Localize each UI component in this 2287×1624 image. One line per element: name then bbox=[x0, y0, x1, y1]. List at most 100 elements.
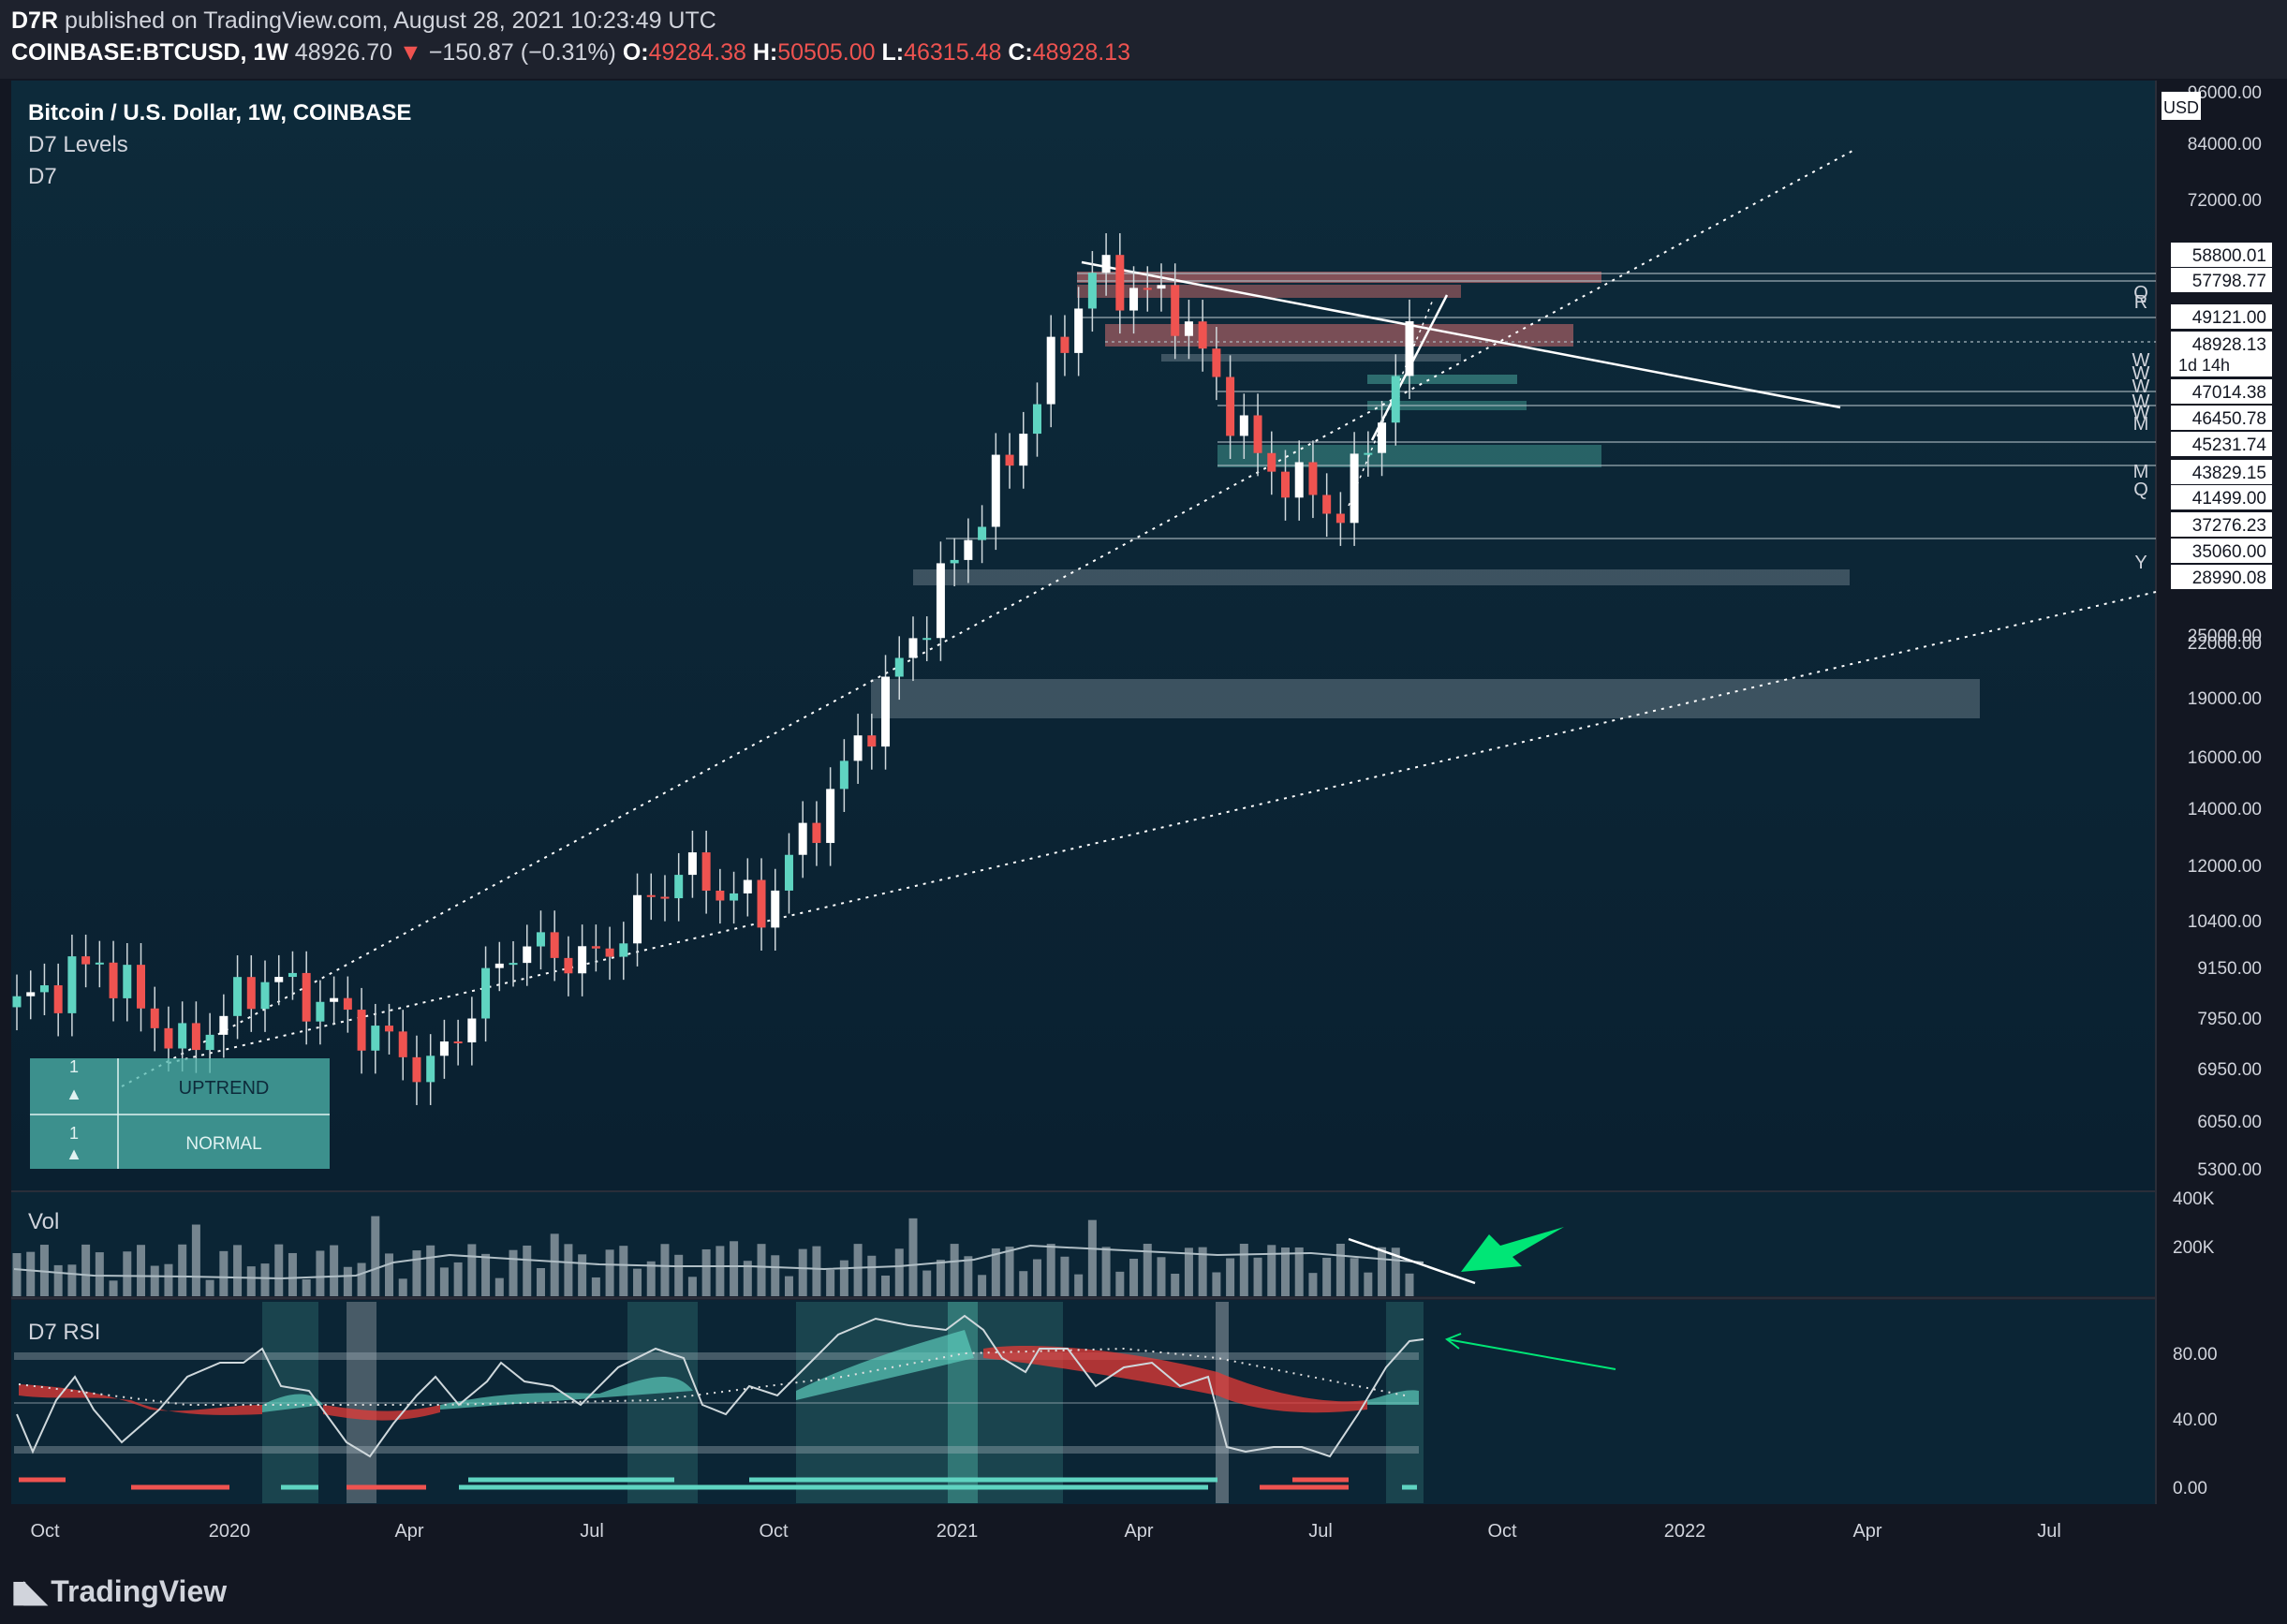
volume-bar bbox=[564, 1244, 573, 1296]
volume-bar bbox=[812, 1246, 821, 1296]
candle-body bbox=[302, 972, 311, 1022]
currency-label[interactable]: USD bbox=[2163, 98, 2199, 117]
volume-bar bbox=[950, 1244, 959, 1296]
rsi-arrow-annotation bbox=[1446, 1338, 1616, 1370]
volume-bar bbox=[426, 1245, 435, 1296]
time-scale[interactable] bbox=[11, 1504, 2276, 1555]
candle-body bbox=[191, 1023, 200, 1051]
open-label: O: bbox=[622, 39, 649, 66]
rsi-label[interactable]: D7 RSI bbox=[28, 1320, 100, 1345]
volume-bar bbox=[1378, 1247, 1387, 1296]
volume-bar bbox=[1239, 1244, 1248, 1296]
price-scale[interactable] bbox=[2156, 81, 2276, 1504]
publish-header: D7R published on TradingView.com, August… bbox=[0, 0, 2287, 79]
price-change: −150.87 (−0.31%) bbox=[428, 39, 616, 66]
volume-bar bbox=[1101, 1247, 1111, 1296]
price-pane[interactable] bbox=[11, 81, 2156, 1191]
open-value: 49284.38 bbox=[648, 39, 746, 66]
candle-body bbox=[178, 1023, 187, 1049]
time-tick: Apr bbox=[1124, 1521, 1153, 1542]
time-tick: Oct bbox=[759, 1521, 789, 1542]
volume-bar bbox=[619, 1246, 628, 1296]
candle-body bbox=[357, 1010, 366, 1051]
candle-body bbox=[453, 1041, 463, 1044]
volume-bar bbox=[674, 1254, 684, 1296]
candle-body bbox=[964, 539, 973, 560]
volume-bar bbox=[1129, 1259, 1139, 1296]
level-tag: 49121.00 bbox=[2171, 304, 2272, 329]
candle-body bbox=[701, 852, 711, 891]
volume-bar bbox=[853, 1244, 863, 1296]
level-tags: 58800.01 57798.77 49121.00 48928.13 47014.38… bbox=[2171, 243, 2272, 589]
time-tick: Apr bbox=[394, 1521, 423, 1542]
price-tick: 12000.00 bbox=[2188, 857, 2262, 877]
volume-bar bbox=[123, 1251, 132, 1296]
svg-text:41499.00: 41499.00 bbox=[2192, 489, 2266, 509]
volume-bar bbox=[1157, 1257, 1166, 1296]
candle-body bbox=[150, 1008, 159, 1028]
candle-body bbox=[716, 890, 725, 901]
candle-body bbox=[233, 977, 243, 1016]
volume-bar bbox=[1032, 1259, 1041, 1296]
candle-body bbox=[743, 879, 752, 893]
symbol-label: COINBASE:BTCUSD, 1W bbox=[11, 39, 288, 66]
volume-bar bbox=[357, 1262, 366, 1296]
volume-bar bbox=[178, 1244, 187, 1296]
time-tick: 2021 bbox=[937, 1521, 979, 1542]
level-tag: 45231.74 bbox=[2171, 432, 2272, 456]
volume-bar bbox=[439, 1267, 449, 1296]
volume-bar bbox=[1005, 1247, 1014, 1296]
author-name[interactable]: D7R bbox=[11, 7, 59, 34]
price-tick: 25000.00 bbox=[2188, 627, 2262, 646]
price-tick: 72000.00 bbox=[2188, 191, 2262, 211]
price-tick: 6050.00 bbox=[2197, 1113, 2262, 1132]
candle-body bbox=[39, 985, 49, 993]
tradingview-logo[interactable]: ▮◣ TradingView bbox=[11, 1573, 227, 1609]
rsi-pane[interactable] bbox=[11, 1300, 2156, 1504]
candles bbox=[12, 233, 1414, 1105]
candle-body bbox=[109, 962, 118, 998]
candle-body bbox=[771, 890, 780, 928]
rsi-line bbox=[16, 1314, 1424, 1458]
rsi-tick-0: 0.00 bbox=[2173, 1479, 2207, 1499]
candle-body bbox=[1171, 285, 1180, 336]
svg-text:35060.00: 35060.00 bbox=[2192, 542, 2266, 562]
volume-pane[interactable] bbox=[11, 1191, 2156, 1296]
volume-bar bbox=[330, 1245, 339, 1296]
chart-canvas[interactable]: 1 ▲ UPTREND 1 ▲ NORMAL Bitcoin / U.S. Do… bbox=[11, 81, 2276, 1555]
time-tick: Apr bbox=[1852, 1521, 1881, 1542]
svg-text:58800.01: 58800.01 bbox=[2192, 246, 2266, 266]
candle-body bbox=[1350, 453, 1359, 524]
volume-bar bbox=[743, 1261, 752, 1296]
volume-bars bbox=[12, 1216, 1414, 1296]
svg-text:46450.78: 46450.78 bbox=[2192, 409, 2266, 429]
candle-body bbox=[674, 875, 684, 899]
volume-bar bbox=[784, 1276, 793, 1296]
volume-bar bbox=[1143, 1244, 1152, 1296]
volume-bar bbox=[730, 1241, 739, 1296]
level-tag: 35060.00 bbox=[2171, 539, 2272, 563]
volume-label[interactable]: Vol bbox=[28, 1209, 59, 1234]
indicator-levels-label[interactable]: D7 Levels bbox=[28, 132, 128, 157]
level-lines bbox=[946, 273, 2156, 539]
arrowhead-icon bbox=[1444, 1333, 1462, 1350]
level-tag: 57798.77 bbox=[2171, 268, 2272, 292]
candle-body bbox=[274, 977, 284, 982]
candle-body bbox=[605, 948, 614, 957]
volume-bar bbox=[219, 1250, 229, 1296]
volume-bar bbox=[260, 1263, 270, 1296]
volume-bar bbox=[371, 1216, 380, 1296]
volume-bar bbox=[908, 1218, 918, 1296]
candle-body bbox=[439, 1041, 449, 1056]
row2-label: NORMAL bbox=[185, 1134, 261, 1154]
candle-body bbox=[481, 967, 491, 1019]
candle-body bbox=[991, 454, 1000, 527]
indicator-d7-label[interactable]: D7 bbox=[28, 164, 57, 189]
candle-body bbox=[95, 962, 104, 965]
candle-body bbox=[730, 893, 739, 901]
candle-body bbox=[1239, 415, 1248, 436]
level-letter: R bbox=[2134, 292, 2147, 313]
volume-bar bbox=[978, 1275, 987, 1296]
volume-bar bbox=[771, 1255, 780, 1296]
publish-info: published on TradingView.com, August 28,… bbox=[64, 7, 716, 34]
